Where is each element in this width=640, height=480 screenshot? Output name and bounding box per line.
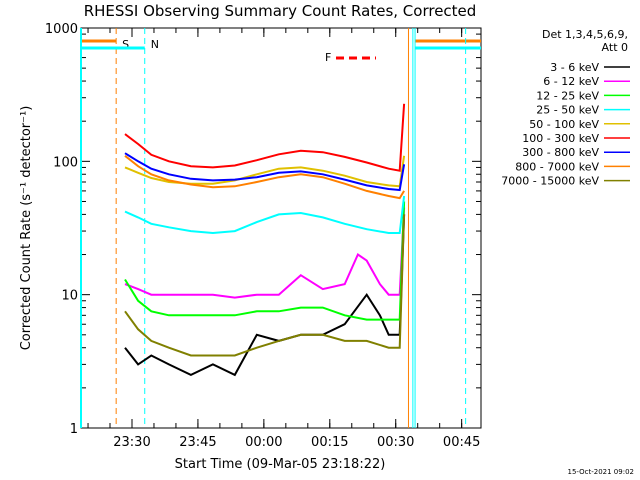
marker-label-n: N <box>151 38 159 51</box>
y-tick-label: 1 <box>70 422 78 437</box>
x-tick-label: 00:15 <box>311 435 348 450</box>
marker-label-s: S <box>122 38 129 51</box>
plot-frame <box>80 27 482 429</box>
legend-label: 800 - 7000 keV <box>515 160 599 173</box>
chart-title: RHESSI Observing Summary Count Rates, Co… <box>84 2 477 20</box>
series-lines <box>124 103 406 377</box>
series-line-5 <box>124 103 406 172</box>
attenuator-markers: S N F <box>80 28 481 428</box>
legend-label: 50 - 100 keV <box>529 118 599 131</box>
series-line-7 <box>124 155 405 200</box>
legend-label: 3 - 6 keV <box>550 61 599 74</box>
x-tick-label: 23:45 <box>179 435 216 450</box>
y-tick-label: 10 <box>61 289 78 304</box>
legend-label: 25 - 50 keV <box>536 104 599 117</box>
series-line-1 <box>124 207 406 299</box>
legend-label: 300 - 800 keV <box>522 146 599 159</box>
y-axis: 1 10 100 1000 <box>45 22 481 437</box>
series-line-3 <box>124 195 406 235</box>
y-tick-label: 100 <box>53 155 78 170</box>
legend-label: 6 - 12 keV <box>543 75 599 88</box>
x-tick-label: 00:45 <box>443 435 480 450</box>
series-line-8 <box>124 214 406 357</box>
x-tick-label: 00:30 <box>377 435 414 450</box>
legend-header-line1: Det 1,3,4,5,6,9, <box>542 28 628 41</box>
x-tick-label: 00:00 <box>245 435 282 450</box>
legend-label: 100 - 300 keV <box>522 132 599 145</box>
x-axis: 23:30 23:45 00:00 00:15 00:30 00:45 <box>87 28 480 450</box>
x-tick-label: 23:30 <box>113 435 150 450</box>
legend-header-line2: Att 0 <box>602 41 628 54</box>
footer-timestamp: 15-Oct-2021 09:02 <box>568 468 634 476</box>
series-line-6 <box>124 152 406 192</box>
legend-label: 12 - 25 keV <box>536 89 599 102</box>
x-axis-label: Start Time (09-Mar-05 23:18:22) <box>175 457 386 472</box>
flare-flag-label: F <box>325 51 331 64</box>
legend-label: 7000 - 15000 keV <box>501 175 599 188</box>
series-line-2 <box>124 201 406 321</box>
y-axis-label: Corrected Count Rate (s⁻¹ detector⁻¹) <box>19 106 34 351</box>
y-tick-label: 1000 <box>45 22 78 37</box>
series-line-4 <box>124 155 406 188</box>
